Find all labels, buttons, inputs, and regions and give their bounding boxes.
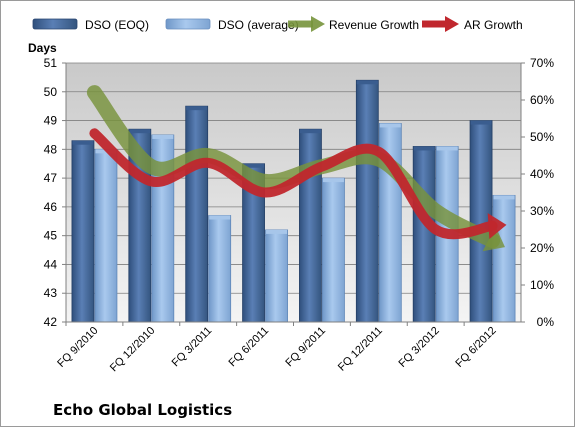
bar-dso-average <box>492 194 516 323</box>
x-tick-label: FQ 12/2011 <box>336 325 385 374</box>
bar-dso-eoq <box>299 128 322 323</box>
y-right-tick-label: 60% <box>530 93 554 107</box>
y-left-tick-label: 48 <box>44 142 58 156</box>
x-tick-label: FQ 3/2012 <box>397 325 442 370</box>
arrowhead-ar-growth <box>487 213 507 239</box>
bar-dso-average <box>322 177 345 323</box>
line-ar-growth <box>89 128 498 240</box>
y-left-tick-label: 44 <box>44 257 58 271</box>
y-left-tick-label: 45 <box>44 229 58 243</box>
bar-top-cap <box>493 195 515 200</box>
legend-label-dso-average: DSO (average) <box>218 18 299 32</box>
bar-dso-average <box>208 215 232 323</box>
y-axis-right-ticks: 0% 10% 20% 30% 40% 50% 60% 70% <box>521 56 554 329</box>
bar-top-cap <box>356 80 378 85</box>
x-tick-label: FQ 9/2011 <box>283 325 328 370</box>
bar-top-cap <box>413 146 435 151</box>
y-left-tick-label: 50 <box>44 85 58 99</box>
y-right-tick-label: 70% <box>530 56 554 70</box>
y-right-tick-label: 10% <box>530 278 554 292</box>
legend-label-revenue-growth: Revenue Growth <box>329 18 419 32</box>
bar-dso-eoq <box>412 146 436 323</box>
bar-top-cap <box>129 129 151 134</box>
y-left-tick-label: 43 <box>44 286 58 300</box>
legend-arrow-ar-growth-icon <box>422 16 459 32</box>
y-left-tick-label: 46 <box>44 200 58 214</box>
x-tick-label: FQ 12/2010 <box>108 325 158 375</box>
y-axis-left-label: Days <box>28 41 57 55</box>
growth-lines <box>86 85 507 252</box>
bar-dso-eoq <box>185 105 209 323</box>
bar-top-cap <box>379 123 401 128</box>
bar-dso-average <box>94 148 118 323</box>
x-tick-label: FQ 9/2010 <box>55 325 100 370</box>
bar-top-cap <box>436 146 458 151</box>
x-tick-label: FQ 3/2011 <box>170 325 215 370</box>
legend-label-ar-growth: AR Growth <box>464 18 523 32</box>
legend-arrow-revenue-growth-icon <box>288 16 325 32</box>
bar-top-cap <box>322 178 344 183</box>
company-name: Echo Global Logistics <box>53 401 232 419</box>
bar-top-cap <box>186 106 208 111</box>
y-right-tick-label: 40% <box>530 167 554 181</box>
y-left-tick-label: 49 <box>44 114 58 128</box>
y-right-tick-label: 50% <box>530 130 554 144</box>
bar-top-cap <box>299 129 321 134</box>
legend-swatch-dso-average <box>165 18 211 30</box>
y-right-tick-label: 20% <box>530 241 554 255</box>
bar-dso-eoq <box>71 140 95 323</box>
y-right-tick-label: 30% <box>530 204 554 218</box>
bar-top-cap <box>243 163 265 168</box>
bar-top-cap <box>266 229 288 234</box>
y-right-tick-label: 0% <box>537 315 555 329</box>
x-axis-ticks: FQ 9/2010 FQ 12/2010 FQ 3/2011 FQ 6/2011 FQ … <box>55 322 499 375</box>
bar-dso-average <box>265 229 288 323</box>
legend-label-dso-eoq: DSO (EOQ) <box>85 18 149 32</box>
bar-dso-eoq <box>355 79 379 323</box>
bar-top-cap <box>209 215 231 220</box>
line-revenue-growth <box>86 85 501 249</box>
y-left-tick-label: 51 <box>44 56 58 70</box>
arrowhead-revenue-growth <box>482 226 505 252</box>
bar-top-cap <box>152 134 174 139</box>
legend: DSO (EOQ) DSO (average) Revenue Growth A… <box>32 16 523 32</box>
y-left-tick-label: 42 <box>44 315 58 329</box>
y-axis-left-ticks: 42 43 44 45 46 47 48 49 50 51 <box>44 56 66 329</box>
bar-top-cap <box>72 140 94 145</box>
y-left-tick-label: 47 <box>44 171 58 185</box>
legend-swatch-dso-eoq <box>32 18 78 30</box>
x-tick-label: FQ 6/2011 <box>227 325 272 370</box>
bar-top-cap <box>470 120 492 125</box>
x-tick-label: FQ 6/2012 <box>453 325 498 370</box>
